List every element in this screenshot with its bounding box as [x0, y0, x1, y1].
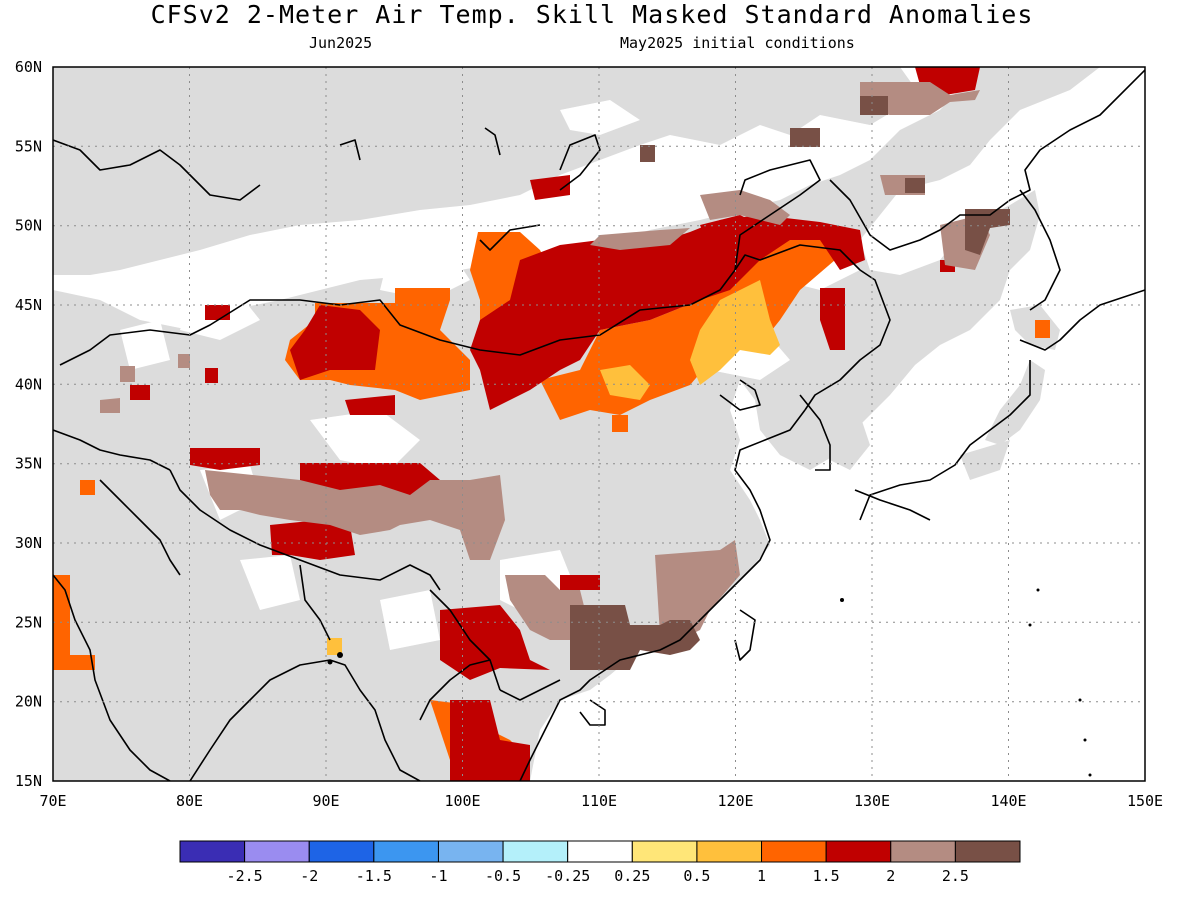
- lon-tick-label: 90E: [312, 792, 339, 810]
- colorbar-label: 0.25: [614, 867, 650, 885]
- lon-tick-label: 130E: [854, 792, 890, 810]
- lat-tick-label: 45N: [15, 296, 42, 314]
- lat-tick-label: 60N: [15, 58, 42, 76]
- latitude-tick-labels: 15N 20N 25N 30N 35N 40N 45N 50N 55N 60N: [15, 58, 42, 790]
- lon-tick-label: 70E: [39, 792, 66, 810]
- colorbar-swatch: [179, 840, 246, 863]
- coastlines-borders: [53, 69, 1145, 781]
- colorbar-label: -1.5: [356, 867, 392, 885]
- map-layers: [53, 67, 1145, 781]
- lon-tick-label: 140E: [990, 792, 1026, 810]
- anomaly-1_5-2: [130, 67, 980, 781]
- chart-title: CFSv2 2-Meter Air Temp. Skill Masked Sta…: [150, 0, 1034, 29]
- colorbar-swatch: [825, 840, 892, 863]
- colorbar-swatch: [761, 840, 827, 863]
- colorbar-label: 0.5: [683, 867, 710, 885]
- lon-tick-label: 120E: [717, 792, 753, 810]
- lon-tick-label: 100E: [444, 792, 480, 810]
- lat-tick-label: 30N: [15, 534, 42, 552]
- colorbar-swatch: [437, 840, 504, 863]
- initial-conditions: May2025 initial conditions: [620, 34, 855, 52]
- colorbar-label: -2.5: [227, 867, 263, 885]
- anomaly-0_5-1: [327, 280, 780, 655]
- colorbar-label: -2: [300, 867, 318, 885]
- colorbar-swatch: [502, 840, 569, 863]
- colorbar-label: 2.5: [942, 867, 969, 885]
- lon-tick-label: 110E: [581, 792, 617, 810]
- colorbar-labels: -2.5 -2 -1.5 -1 -0.5 -0.25 0.25 0.5 1 1.5 2 2.5: [227, 867, 969, 885]
- colorbar-swatch: [696, 840, 763, 863]
- colorbar-swatch: [244, 840, 310, 863]
- colorbar-swatch: [954, 840, 1021, 863]
- islands: [327, 588, 1092, 777]
- colorbar-swatch: [890, 840, 956, 863]
- lon-tick-label: 150E: [1127, 792, 1163, 810]
- colorbar: [179, 840, 1021, 863]
- colorbar-swatch: [567, 840, 633, 863]
- lat-tick-label: 20N: [15, 693, 42, 711]
- anomaly-above-2_5: [570, 96, 1010, 670]
- lon-tick-label: 80E: [176, 792, 203, 810]
- colorbar-label: -1: [429, 867, 447, 885]
- plot-frame: [52, 66, 1146, 782]
- gridlines: [53, 67, 1145, 781]
- lat-tick-label: 15N: [15, 772, 42, 790]
- colorbar-label: -0.25: [545, 867, 590, 885]
- colorbar-label: -0.5: [485, 867, 521, 885]
- lat-tick-label: 50N: [15, 217, 42, 235]
- colorbar-label: 2: [886, 867, 895, 885]
- lat-tick-label: 25N: [15, 613, 42, 631]
- colorbar-swatch: [373, 840, 439, 863]
- colorbar-swatch: [308, 840, 375, 863]
- longitude-tick-labels: 70E 80E 90E 100E 110E 120E 130E 140E 150E: [39, 792, 1163, 810]
- colorbar-swatch: [631, 840, 698, 863]
- lat-tick-label: 40N: [15, 375, 42, 393]
- colorbar-label: 1.5: [813, 867, 840, 885]
- lat-tick-label: 55N: [15, 137, 42, 155]
- forecast-month: Jun2025: [309, 34, 373, 52]
- colorbar-label: 1: [757, 867, 766, 885]
- lat-tick-label: 35N: [15, 455, 42, 473]
